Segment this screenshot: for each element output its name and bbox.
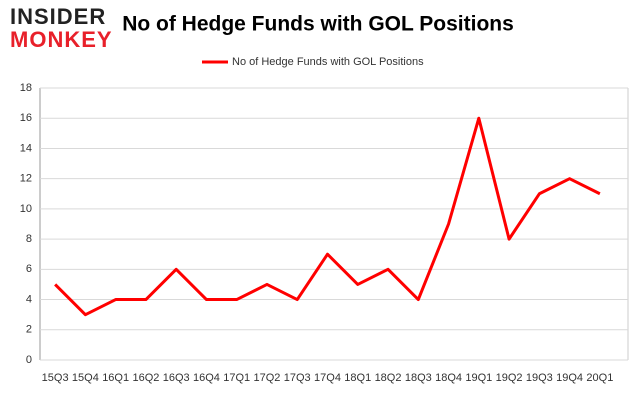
x-tick-label: 19Q2 [496,372,523,384]
y-tick-label: 18 [20,82,32,94]
y-tick-label: 10 [20,203,32,215]
x-tick-label: 16Q2 [132,372,159,384]
y-tick-label: 0 [26,354,32,366]
chart-title: No of Hedge Funds with GOL Positions [122,13,514,36]
x-tick-label: 19Q3 [526,372,553,384]
logo-bottom: MONKEY [10,27,113,52]
x-tick-label: 18Q2 [375,372,402,384]
logo-top: INSIDER [10,4,106,29]
x-tick-label: 20Q1 [586,372,613,384]
x-tick-label: 19Q4 [556,372,583,384]
x-tick-label: 15Q4 [72,372,99,384]
y-tick-label: 14 [20,142,32,154]
y-tick-label: 16 [20,112,32,124]
x-tick-label: 18Q1 [344,372,371,384]
x-tick-label: 19Q1 [465,372,492,384]
x-tick-label: 18Q3 [405,372,432,384]
x-tick-label: 18Q4 [435,372,462,384]
x-tick-label: 17Q3 [284,372,311,384]
x-tick-label: 17Q1 [223,372,250,384]
data-line [54,116,601,317]
y-tick-label: 12 [20,173,32,185]
x-tick-label: 15Q3 [42,372,69,384]
y-tick-label: 4 [26,293,32,305]
x-tick-label: 17Q2 [254,372,281,384]
y-tick-label: 6 [26,263,32,275]
x-tick-label: 17Q4 [314,372,341,384]
y-tick-label: 8 [26,233,32,245]
x-tick-label: 16Q3 [163,372,190,384]
legend-label: No of Hedge Funds with GOL Positions [232,56,424,68]
x-tick-label: 16Q1 [102,372,129,384]
x-tick-label: 16Q4 [193,372,220,384]
y-tick-label: 2 [26,324,32,336]
